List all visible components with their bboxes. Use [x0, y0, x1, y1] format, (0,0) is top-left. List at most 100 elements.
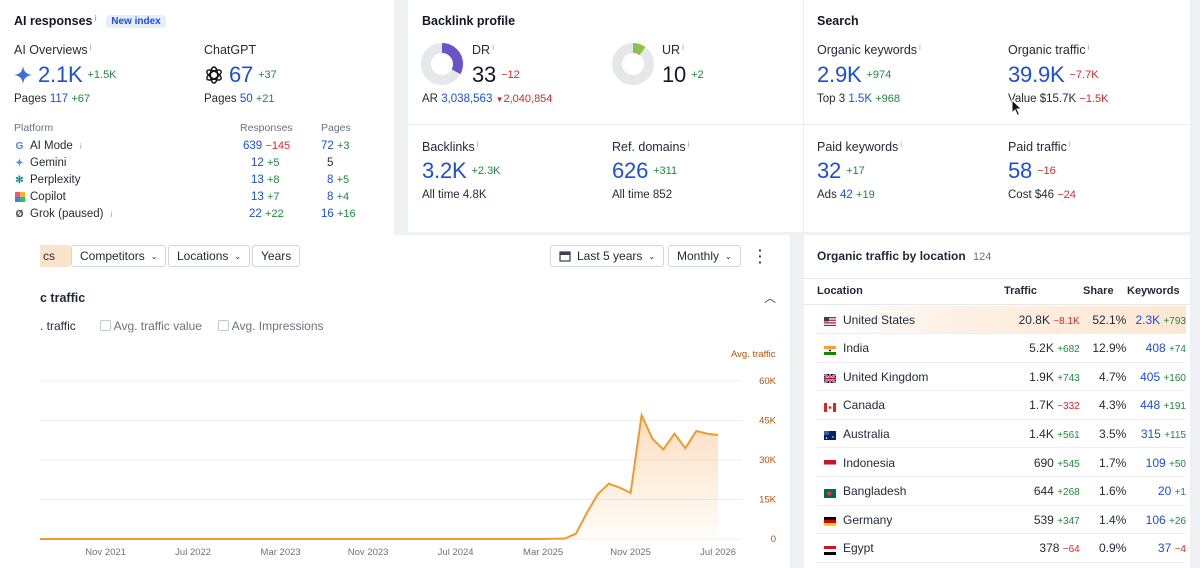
top3-value[interactable]: 1.5K [848, 93, 873, 105]
button-label: Years [261, 249, 292, 263]
organic-traffic-value[interactable]: 39.9K [1008, 62, 1065, 87]
platform-pages: 8 +4 [327, 191, 349, 203]
location-row[interactable]: Germany 539 +347 1.4% 106 +26 [816, 506, 1186, 535]
info-icon[interactable]: i [687, 140, 690, 149]
info-icon[interactable]: i [110, 209, 113, 219]
tab-metrics-active[interactable]: cs [40, 245, 71, 267]
country-name[interactable]: United Kingdom [843, 369, 929, 384]
platform-row[interactable]: ✻ Perplexity [14, 174, 80, 186]
date-range-dropdown[interactable]: Last 5 years ⌄ [550, 245, 665, 267]
info-icon[interactable]: i [492, 43, 494, 52]
country-name[interactable]: Canada [843, 398, 886, 413]
organic-keywords-value[interactable]: 2.9K [817, 62, 862, 87]
location-row[interactable]: United States 20.8K −8.1K 52.1% 2.3K +793 [816, 306, 1186, 334]
location-row[interactable]: Canada 1.7K −332 4.3% 448 +191 [816, 392, 1186, 420]
responses-value[interactable]: 13 [251, 174, 264, 186]
chatgpt-value[interactable]: 67 [229, 62, 254, 87]
platform-row[interactable]: Copilot [14, 191, 66, 203]
info-icon[interactable]: i [89, 43, 92, 52]
keywords-value[interactable]: 106 [1145, 512, 1166, 527]
collapse-chevron-icon[interactable]: ︿ [764, 291, 777, 305]
responses-value[interactable]: 22 [249, 208, 262, 220]
legend-traffic[interactable]: . traffic [40, 319, 76, 333]
info-icon[interactable]: i [79, 141, 82, 151]
x-tick-label: Jul 2026 [700, 547, 736, 558]
country-name[interactable]: United States [843, 312, 916, 327]
responses-value[interactable]: 13 [251, 191, 264, 203]
pages-value[interactable]: 8 [327, 174, 334, 186]
platform-row[interactable]: G AI Mode i [14, 140, 82, 152]
pages-value[interactable]: 72 [321, 140, 334, 152]
keywords-value[interactable]: 405 [1140, 369, 1161, 384]
refdomains-value[interactable]: 626 [612, 158, 649, 183]
keywords-cell: 109 +50 [1126, 456, 1186, 470]
col-traffic-header[interactable]: Traffic [1004, 285, 1038, 297]
keywords-value[interactable]: 20 [1157, 484, 1172, 499]
legend-avg-impressions[interactable]: Avg. Impressions [218, 319, 324, 333]
country-name[interactable]: Egypt [843, 541, 874, 556]
responses-value[interactable]: 639 [243, 140, 263, 152]
keywords-cell: 405 +160 [1126, 370, 1186, 384]
keywords-value[interactable]: 315 [1140, 426, 1161, 441]
ar-value[interactable]: 3,038,563 [441, 93, 493, 105]
competitors-dropdown[interactable]: Competitors ⌄ [71, 245, 167, 267]
keywords-value[interactable]: 37 [1157, 541, 1172, 556]
organic-traffic-label: Organic traffic [1008, 43, 1086, 57]
paid-traffic-value[interactable]: 58 [1008, 158, 1033, 183]
years-button[interactable]: Years [252, 245, 301, 267]
col-location-header[interactable]: Location [817, 285, 863, 297]
col-share-header[interactable]: Share [1083, 285, 1114, 297]
location-row[interactable]: India 5.2K +682 12.9% 408 +74 [816, 335, 1186, 363]
pages-value[interactable]: 16 [321, 208, 334, 220]
responses-value[interactable]: 12 [251, 157, 264, 169]
keywords-cell: 315 +115 [1126, 427, 1186, 441]
ads-value[interactable]: 42 [840, 189, 853, 201]
location-row[interactable]: Egypt 378 −64 0.9% 37 −4 [816, 535, 1186, 563]
backlinks-value[interactable]: 3.2K [422, 158, 467, 183]
info-icon[interactable]: i [919, 43, 921, 52]
info-icon[interactable]: i [1068, 140, 1071, 149]
keywords-value[interactable]: 109 [1145, 455, 1166, 470]
country-name[interactable]: Germany [843, 512, 893, 527]
location-row[interactable]: Indonesia 690 +545 1.7% 109 +50 [816, 449, 1186, 477]
pages-value[interactable]: 8 [327, 191, 334, 203]
interval-dropdown[interactable]: Monthly ⌄ [668, 245, 741, 267]
legend-label: Avg. traffic value [113, 319, 202, 333]
dr-label: DR [472, 43, 491, 57]
col-keywords-header[interactable]: Keywords [1127, 285, 1180, 297]
info-icon[interactable]: i [900, 140, 903, 149]
platform-row[interactable]: ✦ Gemini [14, 157, 66, 169]
info-icon[interactable]: i [476, 140, 479, 149]
ai-overviews-value[interactable]: 2.1K [38, 62, 83, 87]
traffic-area-chart[interactable]: 60K 45K 30K 15K 0 Nov 2021 Jul 2022 Mar 2023 No… [40, 360, 780, 568]
keywords-value[interactable]: 448 [1140, 398, 1161, 413]
checkbox[interactable] [100, 320, 111, 331]
checkbox[interactable] [218, 320, 229, 331]
flag-ca-icon [824, 401, 836, 412]
platform-row[interactable]: Ø Grok (paused) i [14, 208, 113, 220]
traffic-value: 20.8K [1018, 312, 1050, 327]
info-icon[interactable]: i [1087, 43, 1090, 52]
country-name[interactable]: Bangladesh [843, 484, 907, 499]
paid-keywords-value[interactable]: 32 [817, 158, 842, 183]
keywords-value[interactable]: 408 [1145, 341, 1166, 356]
country-name[interactable]: Australia [843, 426, 890, 441]
keywords-value[interactable]: 2.3K [1135, 312, 1161, 327]
responses-delta: +5 [267, 157, 280, 169]
info-icon[interactable]: i [94, 14, 97, 23]
traffic-value: 1.7K [1029, 398, 1054, 413]
chatgpt-label: ChatGPT [204, 43, 257, 57]
location-row[interactable]: Bangladesh 644 +268 1.6% 20 +1 [816, 478, 1186, 506]
info-icon[interactable]: i [682, 43, 684, 52]
locations-dropdown[interactable]: Locations ⌄ [168, 245, 251, 267]
more-options-icon[interactable]: · · · [758, 242, 763, 270]
pages-value[interactable]: 117 [49, 93, 69, 105]
pages-value[interactable]: 50 [239, 93, 253, 105]
calendar-icon [559, 251, 571, 262]
location-row[interactable]: Australia 1.4K +561 3.5% 315 +115 [816, 420, 1186, 449]
location-row[interactable]: United Kingdom 1.9K +743 4.7% 405 +160 [816, 363, 1186, 392]
country-name[interactable]: Indonesia [843, 455, 896, 470]
pages-label: Pages [204, 93, 237, 105]
legend-avg-traffic-value[interactable]: Avg. traffic value [100, 319, 202, 333]
country-name[interactable]: India [843, 341, 870, 356]
